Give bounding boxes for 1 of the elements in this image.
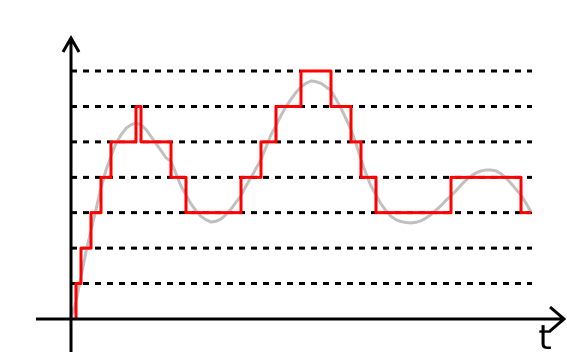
x-axis-title: t — [538, 318, 552, 354]
